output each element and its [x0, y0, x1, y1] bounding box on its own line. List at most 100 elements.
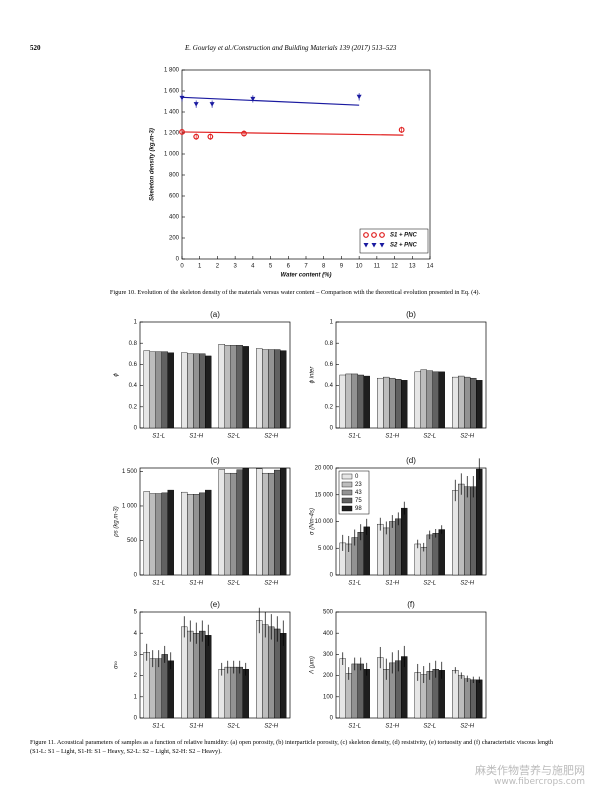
plot-frame	[139, 321, 291, 429]
watermark-url: www.fibercrops.com	[494, 777, 585, 787]
bar	[161, 351, 168, 429]
x-tick-label: S1-L	[348, 724, 361, 730]
x-tick-label: 1	[198, 264, 202, 270]
bar	[363, 375, 370, 429]
bar	[236, 469, 243, 576]
y-tick-label: 100	[323, 694, 334, 700]
y-tick-label: 0.6	[129, 362, 138, 368]
bar	[242, 468, 249, 576]
y-tick-label: 5	[134, 610, 138, 616]
bar	[401, 507, 408, 576]
y-tick-label: 1	[330, 320, 334, 326]
bar	[256, 468, 263, 576]
x-tick-label: S1-L	[348, 581, 361, 587]
bar	[236, 666, 243, 719]
legend-label: 98	[355, 506, 362, 512]
bar	[230, 345, 237, 429]
bar	[432, 371, 439, 429]
bar	[224, 472, 231, 576]
bar	[432, 533, 439, 576]
bar	[181, 352, 188, 429]
bar	[426, 370, 433, 429]
bar	[256, 348, 263, 429]
figure-10-caption: Figure 10. Evolution of the skeleton den…	[109, 289, 481, 296]
y-tick-label: 400	[323, 631, 334, 637]
point	[193, 102, 199, 107]
bar	[345, 673, 352, 719]
x-tick-label: S1-L	[348, 434, 361, 440]
y-tick-label: 0	[134, 573, 138, 579]
legend-label: 23	[355, 482, 362, 488]
y-tick-label: 1 600	[164, 89, 180, 95]
y-tick-label: 500	[127, 538, 138, 544]
y-tick-label: 0.2	[325, 404, 334, 410]
bar	[377, 523, 384, 576]
x-tick-label: 10	[356, 264, 363, 270]
plot-frame	[139, 467, 291, 576]
legend-label: 0	[355, 474, 359, 480]
x-tick-label: S2-L	[227, 434, 240, 440]
point	[193, 133, 200, 140]
x-tick-label: S2-H	[264, 434, 278, 440]
x-tick-label: 9	[340, 264, 344, 270]
bar	[199, 353, 206, 429]
bar	[395, 518, 402, 576]
bar	[161, 654, 168, 719]
y-tick-label: 1 500	[122, 469, 138, 475]
y-tick-label: 0	[134, 716, 138, 722]
bar	[218, 344, 225, 429]
x-tick-label: S1-L	[152, 434, 165, 440]
y-axis-label: ρs (kg.m-3)	[114, 506, 120, 537]
bar	[149, 493, 156, 576]
theory-line	[181, 131, 404, 136]
x-tick-label: S2-H	[460, 434, 474, 440]
y-tick-label: 0.4	[129, 383, 138, 389]
legend-marker	[363, 243, 369, 248]
bar	[274, 469, 281, 576]
x-tick-label: 14	[427, 264, 434, 270]
legend-swatch	[341, 489, 353, 496]
x-tick-label: S2-H	[460, 724, 474, 730]
bar	[339, 658, 346, 719]
bar	[149, 351, 156, 429]
bar	[377, 377, 384, 429]
x-tick-label: S2-H	[460, 581, 474, 587]
y-tick-label: 4	[134, 631, 138, 637]
bar	[395, 379, 402, 429]
legend-label: S1 + PNC	[390, 233, 418, 239]
chart-title: (c)	[210, 456, 220, 465]
y-axis-label: ϕ	[114, 373, 120, 377]
legend-label: 43	[355, 490, 362, 496]
watermark: 麻类作物营养与施肥网	[475, 764, 585, 777]
plot-frame	[139, 611, 291, 719]
bar	[155, 351, 162, 429]
x-tick-label: S2-L	[423, 434, 436, 440]
figure-11-caption: Figure 11. Acoustical parameters of samp…	[30, 739, 554, 755]
y-axis-label: Λ (μm)	[310, 656, 316, 675]
theory-line	[181, 96, 360, 106]
point	[207, 133, 214, 140]
y-tick-label: 1 400	[164, 110, 180, 116]
bar	[357, 374, 364, 429]
x-tick-label: 3	[233, 264, 237, 270]
bar	[193, 633, 200, 719]
y-axis-label: σ (Nm-4s)	[310, 508, 316, 535]
point	[241, 130, 247, 137]
y-tick-label: 500	[323, 610, 334, 616]
x-tick-label: 6	[287, 264, 291, 270]
bar	[262, 349, 269, 429]
y-tick-label: 10 000	[315, 519, 334, 525]
bar	[187, 353, 194, 429]
legend-marker	[371, 243, 377, 248]
y-tick-label: 0.6	[325, 362, 334, 368]
y-tick-label: 0	[330, 716, 334, 722]
bar	[476, 380, 483, 429]
bar	[181, 491, 188, 576]
x-tick-label: 0	[180, 264, 184, 270]
bar	[401, 380, 408, 429]
y-tick-label: 200	[169, 236, 180, 242]
legend-marker	[379, 243, 385, 248]
plot-frame	[335, 611, 487, 719]
bar	[414, 543, 421, 576]
bar	[438, 371, 445, 429]
